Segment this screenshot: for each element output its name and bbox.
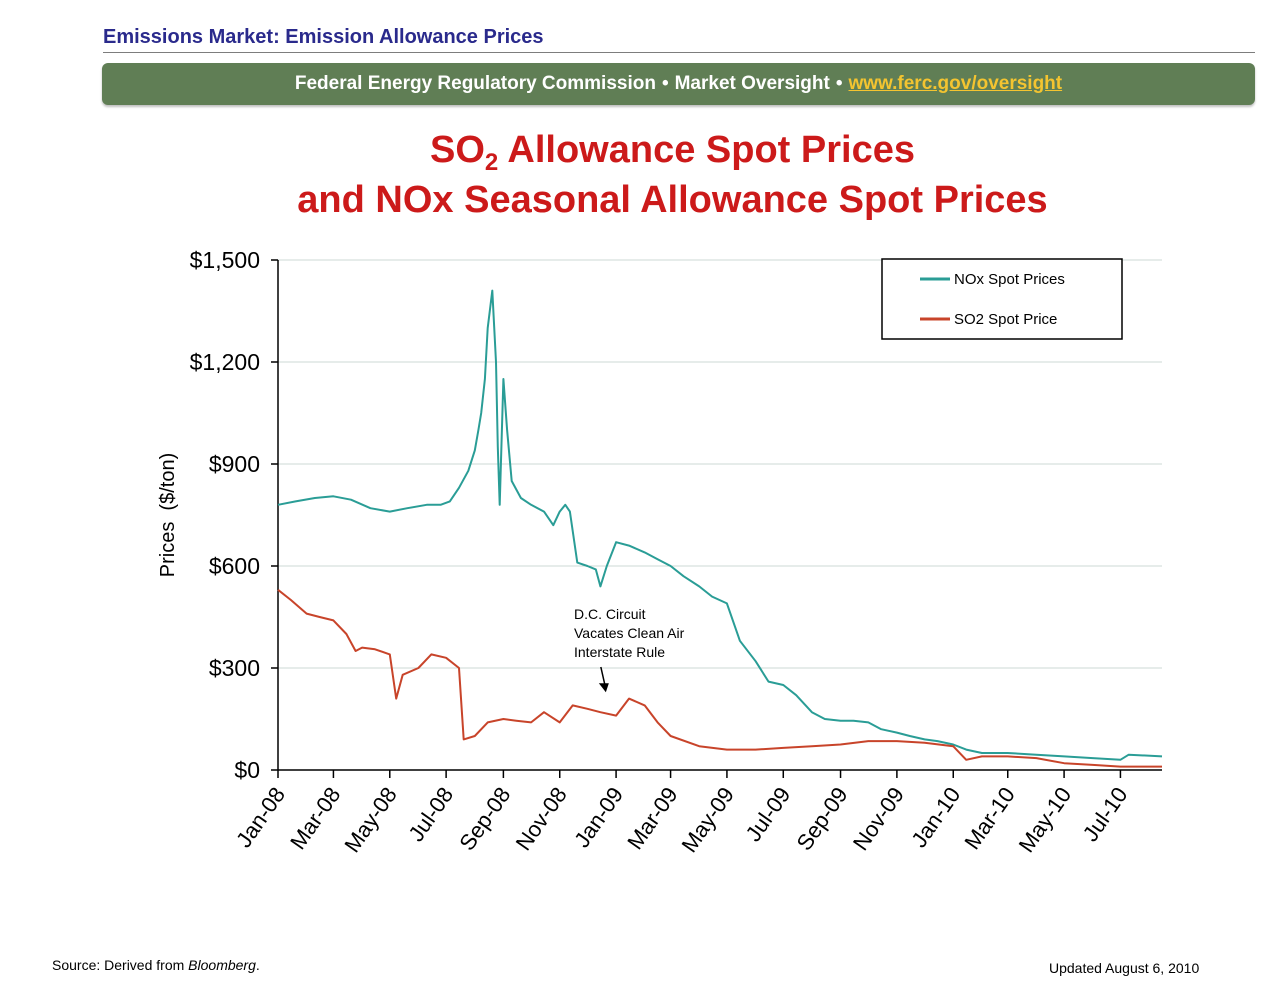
x-tick-label: Jan-10 — [906, 783, 965, 852]
title-subscript: 2 — [484, 149, 499, 176]
header-divider — [103, 52, 1255, 53]
chart-title-line1: SO2 Allowance Spot Prices — [0, 125, 1280, 175]
y-axis-label: Prices ($/ton) — [157, 453, 179, 577]
legend-label: NOx Spot Prices — [954, 271, 1065, 288]
x-tick-label: Mar-10 — [959, 783, 1019, 854]
x-tick-label: May-10 — [1014, 783, 1077, 857]
x-tick-label: Sep-08 — [454, 783, 515, 855]
y-tick-label: $600 — [209, 553, 260, 579]
x-tick-label: Jul-09 — [741, 783, 796, 846]
so2-series-line — [277, 589, 1162, 768]
x-tick-label: Mar-08 — [285, 783, 345, 854]
x-tick-label: Nov-08 — [511, 783, 572, 855]
y-tick-label: $300 — [209, 655, 260, 681]
banner-section: Market Oversight — [674, 73, 830, 94]
x-tick-label: Jul-10 — [1078, 783, 1133, 846]
x-tick-label: Mar-09 — [622, 783, 682, 854]
x-tick-label: Nov-09 — [848, 783, 909, 855]
nox-series-line — [277, 289, 1163, 761]
source-note: Source: Derived from Bloomberg. — [52, 957, 260, 973]
banner-separator: • — [661, 73, 669, 94]
y-tick-label: $1,500 — [190, 247, 260, 273]
updated-date: Updated August 6, 2010 — [1049, 960, 1200, 976]
y-tick-label: $0 — [234, 757, 260, 783]
title-line1-rest: Allowance Spot Prices — [498, 129, 915, 171]
annotation-arrow-head — [598, 683, 609, 693]
chart-title: SO2 Allowance Spot Prices and NOx Season… — [0, 125, 1280, 225]
banner-separator: • — [835, 73, 843, 94]
x-tick-label: May-09 — [676, 783, 739, 857]
x-tick-label: Jan-08 — [231, 783, 290, 852]
annotation-text: D.C. Circuit Vacates Clean Air Interstate … — [574, 606, 685, 660]
y-tick-label: $900 — [209, 451, 260, 477]
x-tick-label: Sep-09 — [791, 783, 852, 855]
source-suffix: . — [255, 957, 260, 973]
x-tick-label: Jul-08 — [403, 783, 458, 846]
oversight-link[interactable]: www.ferc.gov/oversight — [848, 73, 1063, 94]
banner: Federal Energy Regulatory Commission • M… — [102, 63, 1255, 105]
source-prefix: Source: Derived from — [52, 957, 189, 973]
legend-box — [881, 258, 1123, 340]
y-tick-label: $1,200 — [190, 349, 260, 375]
title-so-text: SO — [430, 129, 485, 171]
chart-title-line2: and NOx Seasonal Allowance Spot Prices — [297, 179, 1048, 221]
banner-org: Federal Energy Regulatory Commission — [294, 73, 656, 94]
source-name: Bloomberg — [188, 957, 256, 973]
x-tick-label: May-08 — [339, 783, 402, 857]
legend-label: SO2 Spot Price — [954, 311, 1057, 328]
x-tick-label: Jan-09 — [569, 783, 628, 852]
page-header-title: Emissions Market: Emission Allowance Pri… — [103, 26, 544, 48]
